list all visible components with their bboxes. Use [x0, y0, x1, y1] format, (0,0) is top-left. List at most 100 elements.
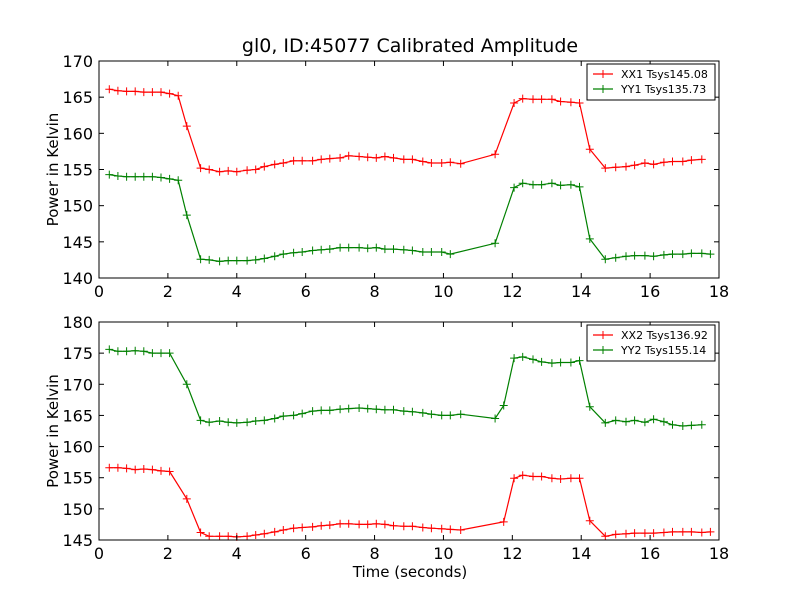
data-point — [389, 153, 398, 162]
data-point — [687, 421, 696, 430]
x-tick-label: 0 — [94, 544, 104, 563]
data-point — [325, 521, 334, 530]
legend: XX2 Tsys136.92 YY2 Tsys155.14 — [586, 324, 716, 362]
legend-marker — [599, 70, 607, 78]
y-tick-label: 165 — [62, 406, 93, 425]
data-point — [630, 161, 639, 170]
data-point — [399, 407, 408, 416]
data-point — [427, 410, 436, 419]
data-point — [325, 245, 334, 254]
data-point — [260, 254, 269, 263]
data-point — [205, 418, 214, 427]
data-point — [157, 466, 165, 475]
data-point — [157, 173, 165, 182]
y-tick-label: 165 — [62, 88, 93, 107]
data-point — [289, 411, 298, 420]
x-tick-label: 16 — [640, 282, 660, 301]
data-point — [113, 347, 122, 356]
data-point — [139, 172, 148, 181]
data-point — [260, 529, 269, 538]
data-point — [289, 156, 298, 165]
data-point — [547, 179, 556, 188]
data-point — [418, 523, 427, 532]
y-tick-label: 170 — [62, 52, 93, 71]
data-point — [575, 474, 584, 483]
data-point — [344, 243, 353, 252]
data-point — [113, 463, 122, 472]
data-point — [446, 525, 455, 534]
data-point — [243, 532, 252, 541]
data-point — [380, 245, 389, 254]
data-point — [174, 91, 183, 100]
data-point — [566, 180, 575, 189]
data-point — [510, 354, 519, 363]
data-point — [298, 156, 307, 165]
data-point — [372, 405, 381, 414]
data-point — [640, 418, 649, 427]
data-point — [308, 407, 317, 416]
data-point — [165, 89, 174, 98]
data-point — [547, 359, 556, 368]
y-tick-label: 150 — [62, 197, 93, 216]
data-point — [585, 516, 594, 525]
data-point — [344, 151, 353, 160]
data-point — [529, 472, 537, 481]
data-point — [308, 246, 317, 255]
data-point — [279, 412, 288, 421]
data-point — [336, 243, 345, 252]
data-point — [372, 153, 381, 162]
data-point — [630, 251, 639, 260]
data-point — [380, 405, 389, 414]
data-point — [687, 249, 696, 258]
data-point — [196, 528, 205, 537]
data-point — [611, 530, 620, 539]
data-point — [408, 246, 417, 255]
data-point — [537, 95, 546, 104]
data-point — [196, 164, 205, 173]
data-point — [317, 521, 326, 530]
data-point — [678, 527, 687, 536]
data-point — [659, 417, 668, 426]
data-point — [157, 349, 165, 358]
data-point — [389, 245, 398, 254]
y-tick-label: 170 — [62, 375, 93, 394]
data-point — [279, 250, 288, 259]
data-point — [518, 94, 527, 103]
data-point — [518, 352, 527, 361]
data-point — [336, 519, 345, 528]
data-point — [456, 526, 465, 534]
data-point — [251, 165, 260, 174]
chart-title: gl0, ID:45077 Calibrated Amplitude — [242, 35, 578, 57]
data-point — [215, 532, 224, 541]
data-point — [499, 517, 508, 526]
data-point — [289, 524, 298, 533]
data-point — [537, 472, 546, 481]
data-point — [437, 248, 446, 256]
data-point — [308, 522, 317, 531]
data-point — [510, 99, 519, 107]
x-axis-label: Time (seconds) — [352, 563, 468, 581]
x-tick-label: 12 — [502, 544, 522, 563]
data-point — [224, 532, 233, 541]
bottom-panel: 0 2 4 6 8 10 12 14 16 18 145 150 155 160 165 170 175 180 P… — [44, 313, 729, 563]
data-point — [622, 417, 630, 426]
data-point — [251, 531, 260, 539]
data-point — [427, 248, 436, 256]
data-point — [243, 418, 252, 427]
data-point — [601, 532, 610, 541]
data-point — [649, 415, 658, 424]
data-point — [408, 407, 417, 416]
data-point — [510, 474, 519, 483]
data-point — [491, 239, 500, 248]
data-point — [344, 519, 353, 528]
data-point — [408, 522, 417, 531]
data-point — [224, 166, 233, 175]
data-point — [678, 422, 687, 430]
data-point — [131, 172, 140, 181]
data-point — [630, 529, 639, 538]
x-tick-label: 2 — [163, 282, 173, 301]
y-tick-label: 160 — [62, 124, 93, 143]
data-point — [317, 245, 326, 254]
data-point — [399, 522, 408, 531]
data-point — [182, 211, 191, 220]
